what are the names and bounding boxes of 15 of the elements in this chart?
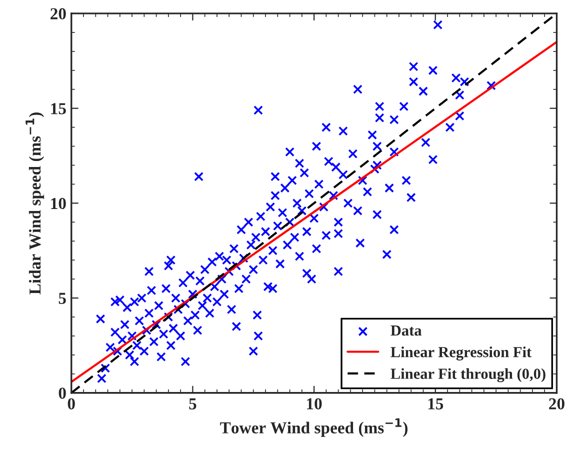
- x-tick-label: 10: [307, 398, 322, 410]
- x-tick-label: 0: [68, 398, 75, 410]
- x-axis-title: Tower Wind speed (ms$^{−1}$): [220, 418, 408, 437]
- y-tick-label: 20: [50, 8, 66, 20]
- legend-label: Linear Regression Fit: [390, 346, 532, 360]
- x-tick-label: 15: [428, 398, 444, 410]
- legend-label: Data: [390, 326, 422, 336]
- y-tick-label: 15: [51, 103, 66, 114]
- y-tick-label: 0: [58, 388, 66, 399]
- x-tick-label: 5: [189, 398, 196, 410]
- y-tick-label: 10: [51, 198, 66, 210]
- y-axis-title: Lidar Wind speed (ms$^{−1}$): [26, 112, 44, 294]
- y-tick-label: 5: [58, 292, 66, 304]
- x-tick-label: 20: [549, 398, 564, 410]
- legend-label: Linear Fit through (0,0): [390, 368, 546, 382]
